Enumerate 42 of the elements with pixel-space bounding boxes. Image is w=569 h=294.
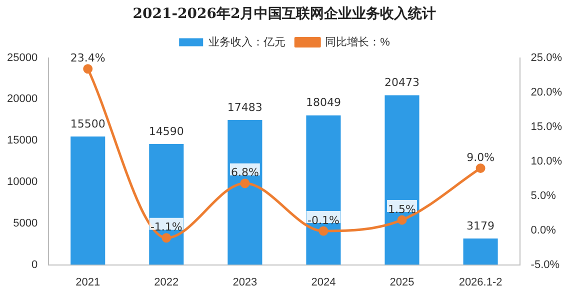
y-tick-label: 25000 <box>6 52 38 64</box>
data-label: 9.0% <box>466 151 495 164</box>
point <box>318 226 328 236</box>
data-label: 3179 <box>466 219 495 232</box>
y-tick-label: 10000 <box>6 176 38 188</box>
y2-tick-label: -5.0% <box>530 258 560 271</box>
chart-title: 2021-2026年2月中国互联网企业业务收入统计 <box>132 5 436 22</box>
y-tick-label: 5000 <box>13 217 38 230</box>
y2-tick-label: 5.0% <box>530 190 556 202</box>
point <box>397 215 407 225</box>
bar <box>306 115 341 265</box>
y2-tick-label: 0.0% <box>530 224 556 236</box>
point <box>476 163 486 173</box>
data-label: 17483 <box>227 100 262 114</box>
y-tick-label: 0 <box>31 258 38 271</box>
data-label: 18049 <box>306 96 341 110</box>
legend-label: 同比增长：% <box>325 35 390 48</box>
data-label: 15500 <box>70 117 106 130</box>
bar <box>228 120 262 265</box>
x-tick-label: 2021 <box>76 276 100 288</box>
bar <box>149 144 184 265</box>
point <box>240 178 250 188</box>
y2-tick-label: 10.0% <box>530 155 562 168</box>
x-tick-label: 2023 <box>232 276 258 288</box>
x-tick-label: 2025 <box>390 276 414 288</box>
point <box>162 233 172 243</box>
point <box>83 64 93 74</box>
bar <box>463 238 498 265</box>
bar <box>384 95 420 265</box>
y-tick-label: 20000 <box>6 93 38 106</box>
y2-tick-label: 25.0% <box>530 52 562 64</box>
data-label: 23.4% <box>70 52 106 65</box>
data-label: 14590 <box>148 124 184 138</box>
y2-tick-label: 15.0% <box>530 120 562 133</box>
y2-tick-label: 20.0% <box>530 86 562 98</box>
legend-label: 业务收入：亿元 <box>208 35 286 48</box>
x-tick-label: 2024 <box>311 276 336 288</box>
bar <box>70 136 106 265</box>
data-label: 20473 <box>384 76 420 90</box>
x-tick-label: 2026.1-2 <box>458 276 502 288</box>
x-tick-label: 2022 <box>154 276 179 288</box>
y-tick-label: 15000 <box>6 134 38 147</box>
